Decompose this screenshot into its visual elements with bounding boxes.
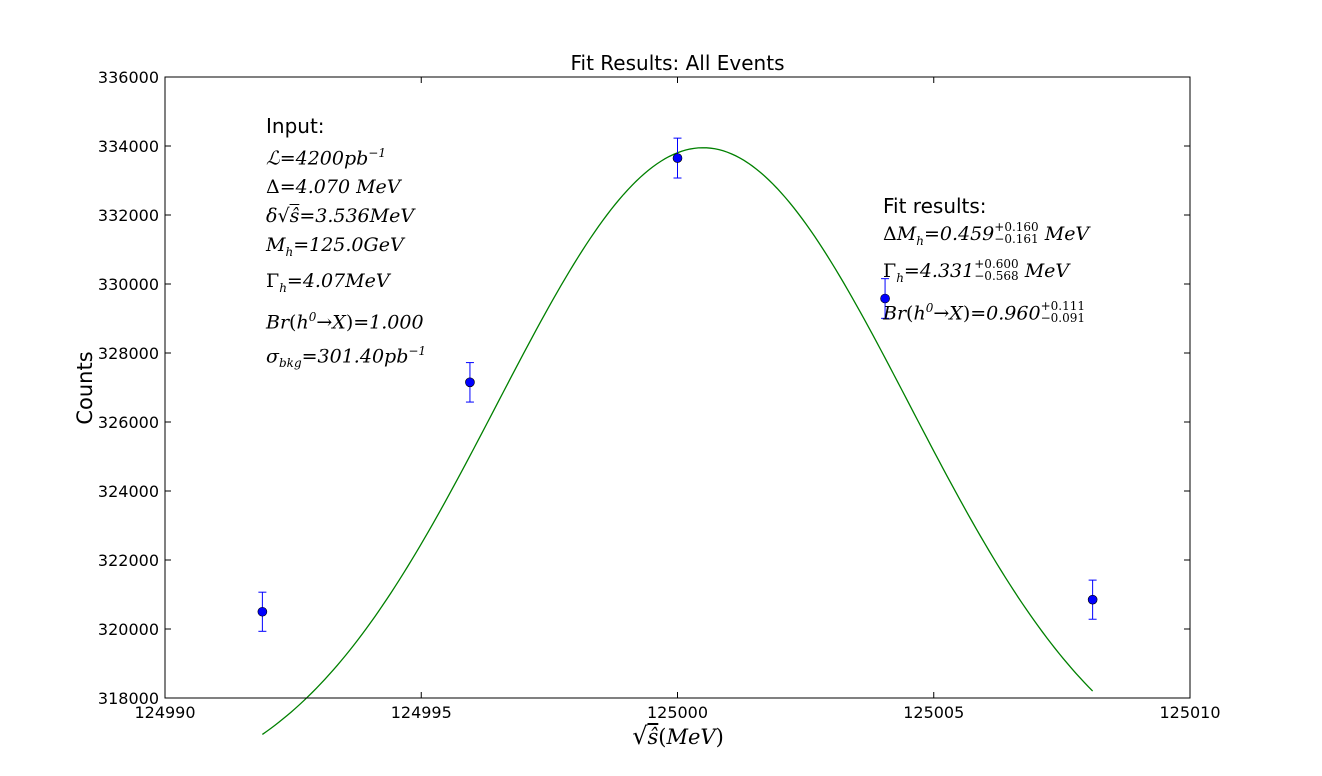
input-delta: Δ=4.070 MeV bbox=[266, 176, 401, 199]
input-background-xsec: σbkg=301.40pb−1 bbox=[266, 344, 427, 371]
width-unit: MeV bbox=[1024, 259, 1070, 282]
y-tick-label: 332000 bbox=[98, 206, 159, 225]
y-axis-label: Counts bbox=[73, 351, 97, 425]
x-tick-label: 124995 bbox=[391, 703, 452, 722]
x-axis-unit: MeV bbox=[666, 725, 716, 749]
energy-spread-value: 3.536MeV bbox=[315, 205, 415, 228]
higgs-mass-value: 125.0GeV bbox=[309, 234, 404, 257]
fit-br-value: 0.960 bbox=[986, 301, 1041, 324]
higgs-width-value: 4.07MeV bbox=[302, 270, 390, 293]
fit-br-lower: −0.091 bbox=[1040, 310, 1085, 325]
input-annotation: Input: ℒ=4200pb−1 Δ=4.070 MeV δ√ŝ=3.536M… bbox=[266, 113, 426, 378]
input-luminosity: ℒ=4200pb−1 bbox=[266, 146, 386, 170]
delta-value: 4.070 MeV bbox=[295, 176, 401, 199]
fit-branching-ratio: Br(h0→X)=0.960 +0.111 −0.091 bbox=[883, 298, 1085, 325]
chart-title: Fit Results: All Events bbox=[570, 51, 785, 75]
data-point bbox=[880, 293, 890, 304]
fit-results-annotation: Fit results: ΔMh=0.459 +0.160 −0.161 MeV Γ… bbox=[883, 193, 1089, 328]
y-tick-label: 330000 bbox=[98, 275, 159, 294]
y-tick-label: 318000 bbox=[98, 689, 159, 708]
input-higgs-mass: Mh=125.0GeV bbox=[266, 234, 404, 260]
y-tick-label: 336000 bbox=[98, 68, 159, 87]
x-axis-label: √ŝ(MeV) bbox=[632, 722, 724, 750]
width-value: 4.331 bbox=[919, 259, 975, 282]
y-tick-label: 324000 bbox=[98, 482, 159, 501]
background-xsec-value: 301.40pb bbox=[317, 345, 409, 368]
input-energy-spread: δ√ŝ=3.536MeV bbox=[266, 205, 415, 228]
data-point bbox=[465, 377, 475, 388]
x-tick-label: 125000 bbox=[647, 703, 708, 722]
y-tick-label: 320000 bbox=[98, 620, 159, 639]
mass-shift-upper: +0.160 bbox=[994, 220, 1039, 234]
fit-mass-shift: ΔMh=0.459 +0.160 −0.161 MeV bbox=[883, 220, 1090, 248]
width-lower: −0.568 bbox=[974, 268, 1019, 283]
luminosity-exponent: −1 bbox=[368, 146, 386, 160]
fit-br-upper: +0.111 bbox=[1040, 298, 1085, 313]
background-xsec-exponent: −1 bbox=[408, 344, 427, 359]
y-tick-label: 334000 bbox=[98, 137, 159, 156]
y-tick-label: 322000 bbox=[98, 551, 159, 570]
mass-shift-unit: MeV bbox=[1044, 223, 1090, 245]
data-point bbox=[672, 153, 683, 163]
luminosity-value: 4200pb bbox=[295, 147, 369, 170]
fit-results-heading: Fit results: bbox=[883, 194, 987, 218]
x-tick-label: 125005 bbox=[903, 703, 964, 722]
y-tick-label: 326000 bbox=[98, 413, 159, 432]
width-upper: +0.600 bbox=[974, 256, 1019, 271]
branching-ratio-value: 1.000 bbox=[369, 311, 424, 334]
data-point bbox=[1087, 594, 1098, 605]
data-point bbox=[257, 606, 268, 617]
mass-shift-lower: −0.161 bbox=[994, 232, 1039, 246]
input-higgs-width: Γh=4.07MeV bbox=[266, 270, 390, 295]
fit-width: Γh=4.331 +0.600 −0.568 MeV bbox=[883, 256, 1070, 285]
input-branching-ratio: Br(h0→X)=1.000 bbox=[266, 309, 424, 334]
x-tick-label: 125010 bbox=[1159, 703, 1220, 722]
mass-shift-value: 0.459 bbox=[939, 223, 995, 245]
input-heading: Input: bbox=[266, 114, 325, 138]
x-tick-label: 124990 bbox=[134, 703, 195, 722]
y-tick-label: 328000 bbox=[98, 344, 159, 363]
